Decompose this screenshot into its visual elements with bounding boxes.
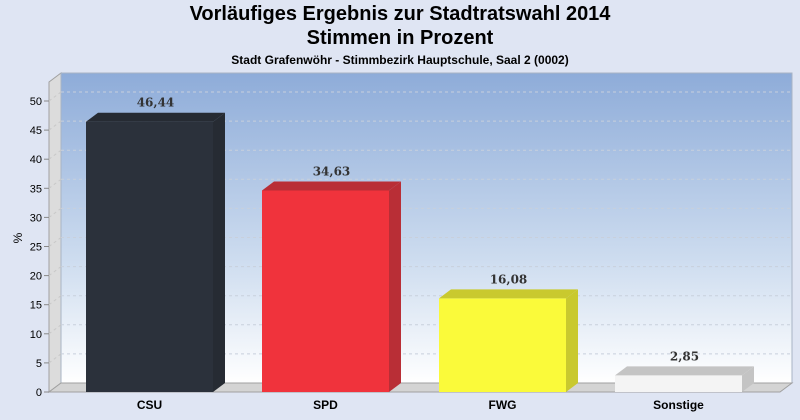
bar-csu: 46,44 CSU	[86, 96, 225, 412]
bar-front	[86, 121, 213, 392]
bar-top	[439, 289, 578, 299]
y-tick-label: 5	[36, 358, 42, 370]
bar-front	[439, 298, 566, 392]
bar-value-label: 2,85	[670, 349, 699, 363]
bar-spd: 34,63 SPD	[262, 164, 401, 412]
bar-top	[615, 366, 754, 376]
bar-sonstige: 2,85 Sonstige	[615, 349, 754, 412]
x-category-label: FWG	[489, 398, 517, 412]
bar-front	[262, 190, 389, 392]
gridline-side	[48, 353, 62, 364]
chart-title: Vorläufiges Ergebnis zur Stadtratswahl 2…	[189, 3, 611, 25]
y-tick-label: 20	[30, 271, 42, 283]
bar-top	[262, 181, 401, 191]
y-tick-label: 30	[30, 212, 42, 224]
y-tick-label: 45	[30, 125, 42, 137]
x-category-label: SPD	[313, 398, 338, 412]
y-tick-label: 35	[30, 183, 42, 195]
gridline-side	[48, 120, 62, 131]
bar-side	[566, 289, 578, 392]
bar-value-label: 34,63	[313, 164, 351, 178]
y-tick-label: 0	[36, 387, 42, 399]
gridline-side	[48, 237, 62, 247]
y-tick-label: 15	[30, 300, 42, 312]
y-tick-label: 40	[30, 154, 42, 166]
y-axis-label: %	[11, 232, 25, 243]
left-wall	[48, 72, 62, 393]
gridline-side	[48, 207, 62, 218]
gridline-side	[48, 324, 62, 335]
y-tick-label: 50	[30, 96, 42, 108]
chart-subtitle: Stimmen in Prozent	[306, 27, 494, 49]
bar-value-label: 16,08	[490, 272, 528, 286]
y-tick-label: 10	[30, 329, 42, 341]
bar-top	[86, 112, 225, 122]
gridline-side	[48, 178, 62, 189]
bar-side	[742, 366, 754, 392]
gridline-side	[48, 266, 62, 277]
chart-caption: Stadt Grafenwöhr - Stimmbezirk Hauptschu…	[231, 53, 569, 67]
gridline-side	[48, 91, 62, 102]
bar-side	[389, 181, 401, 392]
bar-value-label: 46,44	[137, 96, 175, 110]
y-tick-label: 25	[30, 242, 42, 254]
x-category-label: Sonstige	[653, 398, 704, 412]
bar-fwg: 16,08 FWG	[439, 272, 578, 412]
bar-front	[615, 375, 742, 392]
bar-side	[213, 112, 225, 392]
x-category-label: CSU	[137, 398, 162, 412]
gridline-side	[48, 295, 62, 306]
gridline-side	[48, 149, 62, 160]
